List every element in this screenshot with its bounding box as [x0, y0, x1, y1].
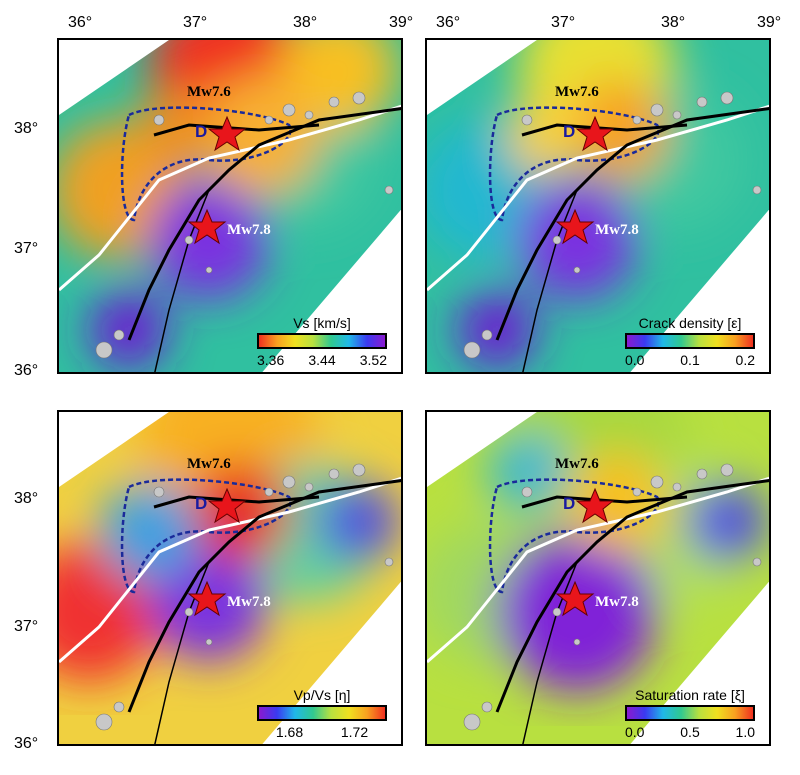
colorbar-tick-label: 0.2	[735, 352, 755, 368]
colorbar: Vs [km/s] 3.36 3.44 3.52	[257, 315, 387, 368]
tomography-field	[59, 40, 401, 372]
lat-tick-label: 38°	[14, 490, 39, 507]
star-icon	[555, 580, 595, 617]
velocity-anomaly	[487, 432, 567, 512]
velocity-anomaly	[149, 180, 269, 300]
colorbar-tick-label: 1.68	[275, 724, 304, 740]
velocity-anomaly	[457, 290, 537, 370]
fault-white	[427, 104, 769, 292]
lat-tick-label: 37°	[14, 618, 39, 635]
lon-tick-label: 39°	[757, 14, 782, 31]
fault-black	[127, 479, 401, 713]
colorbar-title: Vs [km/s]	[293, 315, 351, 331]
contour-line	[488, 478, 660, 594]
tomography-field	[427, 412, 769, 744]
velocity-anomaly	[89, 290, 169, 370]
aftershocks	[95, 463, 394, 731]
contour-line	[120, 478, 292, 594]
star-icon	[187, 580, 227, 617]
mw78-label: Mw7.8	[227, 594, 271, 610]
aftershocks	[463, 91, 762, 359]
colorbar-ramp	[625, 705, 755, 721]
mw76-label: Mw7.6	[555, 456, 599, 472]
fault-black	[495, 107, 769, 341]
contour-line	[120, 106, 292, 222]
fault-black	[127, 107, 401, 341]
lon-tick-label: 39°	[389, 14, 414, 31]
mw78-label: Mw7.8	[595, 222, 639, 238]
star-icon	[555, 208, 595, 245]
colorbar-tick-label: 3.36	[257, 352, 285, 368]
lat-tick-label: 36°	[14, 735, 39, 752]
star-icon	[207, 115, 247, 152]
star-icon	[575, 115, 615, 152]
lon-tick-label: 38°	[293, 14, 318, 31]
colorbar: Crack density [ε] 0.0 0.1 0.2	[625, 315, 755, 368]
lat-tick-label: 37°	[14, 240, 39, 257]
colorbar-tick-label: 3.44	[308, 352, 336, 368]
fault-black	[495, 479, 769, 713]
map-panel-vs: Mw7.6 Mw7.8 D Vs [km/s] 3.36 3.44 3.52	[57, 38, 403, 374]
region-d-label: D	[563, 122, 576, 141]
colorbar-ramp	[257, 705, 387, 721]
star-icon	[187, 208, 227, 245]
velocity-anomaly	[279, 40, 399, 130]
colorbar: Saturation rate [ξ] 0.0 0.5 1.0	[625, 687, 755, 740]
colorbar-tick-label: 3.52	[359, 352, 387, 368]
mw76-label: Mw7.6	[187, 84, 231, 100]
map-panel-vpvs: Mw7.6 Mw7.8 D Vp/Vs [η] 1.68 1.72	[57, 410, 403, 746]
lon-tick-label: 36°	[68, 14, 93, 31]
star-icon	[575, 487, 615, 524]
contour-line	[488, 106, 660, 222]
velocity-anomaly	[687, 482, 767, 562]
velocity-anomaly	[319, 482, 399, 562]
colorbar-tick-label: 0.0	[625, 352, 645, 368]
colorbar-tick-label: 0.5	[680, 724, 700, 740]
colorbar-tick-label: 1.72	[340, 724, 369, 740]
mw78-label: Mw7.8	[595, 594, 639, 610]
lon-tick-label: 37°	[551, 14, 576, 31]
colorbar-tick-label: 0.1	[680, 352, 700, 368]
colorbar-title: Saturation rate [ξ]	[635, 687, 745, 703]
colorbar-title: Crack density [ε]	[638, 315, 742, 331]
aftershocks	[95, 91, 394, 359]
fault-black-thin	[154, 189, 210, 372]
colorbar-ramp	[625, 333, 755, 349]
fault-black-thin	[522, 189, 578, 372]
colorbar-tick-label: 0.0	[625, 724, 645, 740]
colorbar-title: Vp/Vs [η]	[293, 687, 351, 703]
fault-white	[59, 476, 401, 664]
mw76-label: Mw7.6	[555, 84, 599, 100]
fault-white	[427, 476, 769, 664]
map-panel-sat: Mw7.6 Mw7.8 D Saturation rate [ξ] 0.0 0.5…	[425, 410, 771, 746]
colorbar-ramp	[257, 333, 387, 349]
colorbar-tick-label: 1.0	[735, 724, 755, 740]
mw76-label: Mw7.6	[187, 456, 231, 472]
lat-tick-label: 36°	[14, 362, 39, 379]
aftershocks	[463, 463, 762, 731]
fault-black-thin	[522, 561, 578, 744]
velocity-anomaly	[517, 180, 637, 300]
velocity-anomaly	[139, 90, 219, 170]
velocity-anomaly	[189, 462, 289, 562]
lat-tick-label: 38°	[14, 120, 39, 137]
star-icon	[207, 487, 247, 524]
lon-tick-label: 36°	[436, 14, 461, 31]
colorbar: Vp/Vs [η] 1.68 1.72	[257, 687, 387, 740]
region-d-label: D	[563, 494, 576, 513]
lon-tick-label: 38°	[661, 14, 686, 31]
mw78-label: Mw7.8	[227, 222, 271, 238]
fault-white	[59, 104, 401, 292]
fault-black-thin	[154, 561, 210, 744]
region-d-label: D	[195, 494, 208, 513]
map-panel-crack: Mw7.6 Mw7.8 D Crack density [ε] 0.0 0.1 0.…	[425, 38, 771, 374]
lon-tick-label: 37°	[183, 14, 208, 31]
velocity-anomaly	[497, 532, 657, 692]
region-d-label: D	[195, 122, 208, 141]
